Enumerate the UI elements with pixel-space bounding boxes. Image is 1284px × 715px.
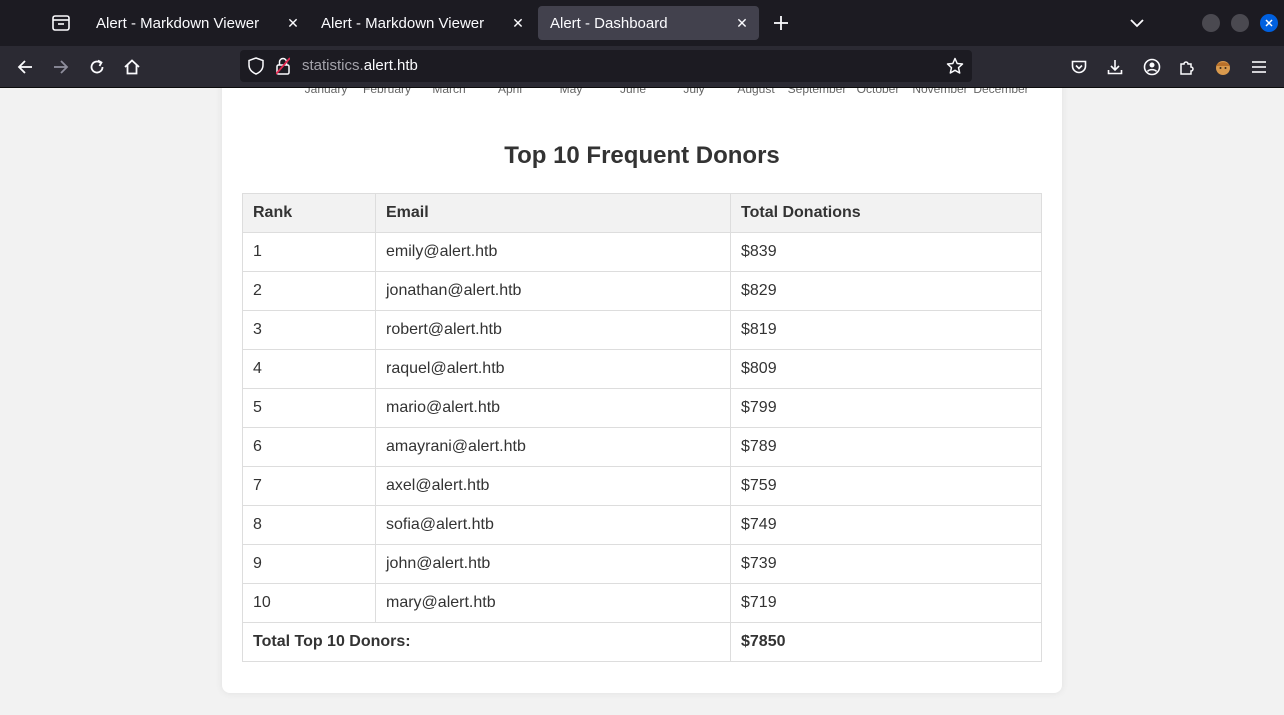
total-cell: $789 xyxy=(730,427,1042,467)
column-header-rank: Rank xyxy=(242,193,376,233)
table-row: 9 john@alert.htb $739 xyxy=(242,544,1042,584)
email-cell: amayrani@alert.htb xyxy=(375,427,731,467)
table-row: 3 robert@alert.htb $819 xyxy=(242,310,1042,350)
tab-markdown-viewer-2[interactable]: Alert - Markdown Viewer ✕ xyxy=(309,6,535,40)
close-icon[interactable]: ✕ xyxy=(287,14,299,31)
rank-cell: 7 xyxy=(242,466,376,506)
firefox-view-icon[interactable] xyxy=(47,9,75,37)
month-label: November xyxy=(912,88,968,96)
month-label: January xyxy=(304,88,348,96)
total-cell: $829 xyxy=(730,271,1042,311)
table-row: 4 raquel@alert.htb $809 xyxy=(242,349,1042,389)
month-label: June xyxy=(619,88,647,96)
total-cell: $819 xyxy=(730,310,1042,350)
tab-strip: Alert - Markdown Viewer ✕ Alert - Markdo… xyxy=(0,0,1284,46)
email-cell: jonathan@alert.htb xyxy=(375,271,731,311)
total-cell: $739 xyxy=(730,544,1042,584)
tab-title: Alert - Markdown Viewer xyxy=(96,14,260,32)
close-icon[interactable]: ✕ xyxy=(736,14,748,31)
hamburger-menu-icon[interactable] xyxy=(1245,53,1273,81)
total-cell: $759 xyxy=(730,466,1042,506)
email-cell: sofia@alert.htb xyxy=(375,505,731,545)
month-label: February xyxy=(362,88,412,96)
donors-table: Rank Email Total Donations 1 emily@alert… xyxy=(242,193,1042,662)
table-row: 8 sofia@alert.htb $749 xyxy=(242,505,1042,545)
month-label: August xyxy=(737,88,775,96)
rank-cell: 6 xyxy=(242,427,376,467)
navigation-toolbar: statistics.alert.htb xyxy=(0,46,1284,88)
email-cell: robert@alert.htb xyxy=(375,310,731,350)
month-label: March xyxy=(432,88,466,96)
month-label: July xyxy=(683,88,705,96)
total-label-cell: Total Top 10 Donors: xyxy=(242,622,731,662)
table-row: 7 axel@alert.htb $759 xyxy=(242,466,1042,506)
total-value-cell: $7850 xyxy=(730,622,1042,662)
rank-cell: 2 xyxy=(242,271,376,311)
table-row: 6 amayrani@alert.htb $789 xyxy=(242,427,1042,467)
rank-cell: 9 xyxy=(242,544,376,584)
chart-x-axis-labels: January February March April May June Ju… xyxy=(0,88,1284,96)
total-cell: $799 xyxy=(730,388,1042,428)
month-label: May xyxy=(559,88,583,96)
tab-title: Alert - Dashboard xyxy=(550,14,668,32)
table-row: 5 mario@alert.htb $799 xyxy=(242,388,1042,428)
page-viewport[interactable]: January February March April May June Ju… xyxy=(0,88,1284,715)
extension-avatar-icon[interactable] xyxy=(1209,53,1237,81)
pocket-icon[interactable] xyxy=(1065,53,1093,81)
url-subdomain: statistics. xyxy=(302,57,364,74)
new-tab-plus-icon[interactable] xyxy=(768,10,794,36)
shield-icon[interactable] xyxy=(248,57,264,80)
month-label: September xyxy=(787,88,847,96)
download-icon[interactable] xyxy=(1101,53,1129,81)
account-icon[interactable] xyxy=(1138,53,1166,81)
rank-cell: 10 xyxy=(242,583,376,623)
total-cell: $749 xyxy=(730,505,1042,545)
minimize-button[interactable] xyxy=(1202,14,1220,32)
tab-markdown-viewer-1[interactable]: Alert - Markdown Viewer ✕ xyxy=(84,6,310,40)
rank-cell: 3 xyxy=(242,310,376,350)
total-cell: $839 xyxy=(730,232,1042,272)
home-icon[interactable] xyxy=(118,53,146,81)
total-cell: $809 xyxy=(730,349,1042,389)
column-header-email: Email xyxy=(375,193,731,233)
email-cell: axel@alert.htb xyxy=(375,466,731,506)
close-icon[interactable]: ✕ xyxy=(512,14,524,31)
table-total-row: Total Top 10 Donors: $7850 xyxy=(242,622,1042,662)
donors-title: Top 10 Frequent Donors xyxy=(504,142,780,169)
month-label: October xyxy=(856,88,900,96)
email-cell: john@alert.htb xyxy=(375,544,731,584)
table-row: 10 mary@alert.htb $719 xyxy=(242,583,1042,623)
forward-arrow-icon[interactable] xyxy=(47,53,75,81)
email-cell: mario@alert.htb xyxy=(375,388,731,428)
email-cell: raquel@alert.htb xyxy=(375,349,731,389)
rank-cell: 5 xyxy=(242,388,376,428)
month-label: December xyxy=(973,88,1029,96)
table-row: 1 emily@alert.htb $839 xyxy=(242,232,1042,272)
table-header-row: Rank Email Total Donations xyxy=(242,193,1042,233)
month-label: April xyxy=(497,88,523,96)
close-icon xyxy=(1265,19,1273,27)
rank-cell: 8 xyxy=(242,505,376,545)
address-bar[interactable]: statistics.alert.htb xyxy=(240,50,972,82)
back-arrow-icon[interactable] xyxy=(11,53,39,81)
email-cell: mary@alert.htb xyxy=(375,583,731,623)
reload-icon[interactable] xyxy=(83,53,111,81)
extensions-icon[interactable] xyxy=(1173,53,1201,81)
insecure-lock-icon[interactable] xyxy=(275,57,291,80)
total-cell: $719 xyxy=(730,583,1042,623)
chevron-down-icon[interactable] xyxy=(1124,10,1150,36)
email-cell: emily@alert.htb xyxy=(375,232,731,272)
tab-dashboard[interactable]: Alert - Dashboard ✕ xyxy=(538,6,759,40)
tab-title: Alert - Markdown Viewer xyxy=(321,14,485,32)
table-row: 2 jonathan@alert.htb $829 xyxy=(242,271,1042,311)
close-window-button[interactable] xyxy=(1260,14,1278,32)
bookmark-star-icon[interactable] xyxy=(946,57,964,80)
rank-cell: 1 xyxy=(242,232,376,272)
url-text[interactable]: statistics.alert.htb xyxy=(302,57,418,74)
rank-cell: 4 xyxy=(242,349,376,389)
url-domain: alert.htb xyxy=(363,57,418,74)
column-header-total: Total Donations xyxy=(730,193,1042,233)
maximize-button[interactable] xyxy=(1231,14,1249,32)
